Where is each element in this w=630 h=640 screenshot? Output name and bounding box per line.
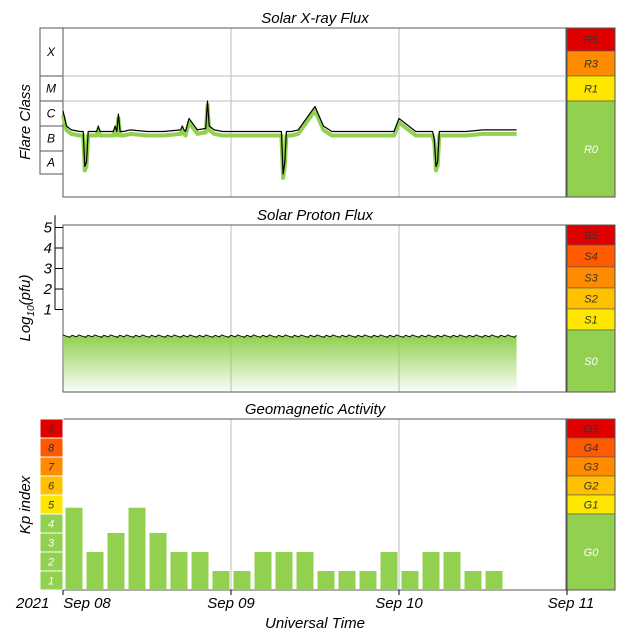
x-tick-labels: Sep 08 Sep 09 Sep 10 Sep 11 — [62, 590, 594, 612]
x-tick-label: Sep 08 — [63, 595, 111, 612]
xray-title: Solar X-ray Flux — [261, 10, 369, 27]
r-scale-label: R1 — [584, 84, 598, 96]
kp-bar — [275, 552, 293, 590]
x-tick-label: Sep 09 — [207, 595, 255, 612]
s-scale-frame — [566, 224, 616, 393]
kp-bar — [254, 552, 272, 590]
kp-level-label: 9 — [48, 424, 54, 436]
proton-ylabel: Log10(pfu) — [17, 274, 37, 341]
kp-bar — [191, 552, 209, 590]
g-scale-label: G1 — [584, 500, 599, 512]
geomag-panel: 1 2 3 4 5 6 7 8 9 G5 G4 G3 G2 G1 G0 — [39, 418, 616, 591]
x-tick-label: Sep 11 — [548, 595, 594, 612]
kp-bar — [380, 552, 398, 590]
s-scale-label: S1 — [584, 315, 597, 327]
s-scale-label: S4 — [584, 251, 597, 263]
kp-level-label: 1 — [48, 576, 54, 588]
s-scale-label: S2 — [584, 294, 597, 306]
kp-level-box — [39, 418, 64, 439]
geomag-title: Geomagnetic Activity — [245, 401, 387, 418]
kp-bar — [422, 552, 440, 590]
proton-title: Solar Proton Flux — [257, 207, 373, 224]
proton-flux-area — [63, 336, 517, 391]
proton-panel: 1 2 3 4 5 S5 S4 S3 S2 S1 S0 — [43, 215, 616, 393]
kp-bar — [485, 571, 503, 590]
r-scale-label: R5 — [584, 35, 599, 47]
kp-bar — [212, 571, 230, 590]
flare-class-b: B — [47, 132, 55, 146]
kp-bar — [401, 571, 419, 590]
x-axis-title: Universal Time — [265, 615, 365, 632]
proton-y-tick: 2 — [43, 281, 53, 298]
g-scale-label: G0 — [584, 547, 600, 559]
proton-y-tick: 5 — [44, 220, 53, 237]
flare-class-c: C — [47, 107, 56, 121]
kp-bar — [65, 507, 83, 590]
xray-ylabel: Flare Class — [17, 84, 34, 160]
kp-level-label: 5 — [48, 500, 55, 512]
r-scale-r3 — [566, 50, 616, 77]
kp-level-label: 3 — [48, 538, 55, 550]
kp-bar — [149, 533, 167, 590]
kp-ylabel: Kp index — [17, 475, 34, 534]
r-scale-r0 — [566, 100, 616, 198]
kp-bar — [317, 571, 335, 590]
kp-level-label: 8 — [48, 443, 55, 455]
flare-class-a: A — [46, 156, 55, 170]
kp-bar — [233, 571, 251, 590]
proton-y-tick: 4 — [44, 240, 52, 257]
kp-level-label: 4 — [48, 519, 54, 531]
s-scale-s0 — [566, 329, 616, 393]
kp-level-label: 6 — [48, 481, 55, 493]
r-scale-label: R3 — [584, 59, 599, 71]
g-scale-label: G5 — [584, 424, 600, 436]
g-scale-frame — [566, 418, 616, 591]
xray-long-channel — [61, 103, 517, 180]
kp-bar — [86, 552, 104, 590]
x-year-label: 2021 — [15, 595, 49, 612]
kp-bar — [128, 507, 146, 590]
proton-flux-line — [62, 334, 517, 338]
kp-bar — [296, 552, 314, 590]
kp-level-label: 7 — [48, 462, 55, 474]
g-scale-label: G2 — [584, 481, 599, 493]
s-scale-label: S3 — [584, 273, 598, 285]
x-tick-label: Sep 10 — [375, 595, 423, 612]
g-scale-label: G4 — [584, 443, 599, 455]
flare-class-m: M — [46, 82, 56, 96]
kp-bar — [464, 571, 482, 590]
kp-bar — [170, 552, 188, 590]
flare-class-x: X — [46, 45, 56, 59]
proton-y-tick: 1 — [44, 302, 52, 319]
kp-bar — [338, 571, 356, 590]
r-scale-label: R0 — [584, 144, 599, 156]
g-scale-label: G3 — [584, 462, 600, 474]
s-scale-label: S0 — [584, 356, 598, 368]
xray-short-channel — [62, 100, 517, 175]
kp-level-label: 2 — [47, 557, 54, 569]
s-scale-label: S5 — [584, 230, 598, 242]
proton-y-tick: 3 — [44, 261, 53, 278]
plot-frame — [62, 224, 567, 393]
r-scale-frame — [566, 27, 616, 198]
kp-bar — [107, 533, 125, 590]
kp-bar — [359, 571, 377, 590]
kp-bar — [443, 552, 461, 590]
